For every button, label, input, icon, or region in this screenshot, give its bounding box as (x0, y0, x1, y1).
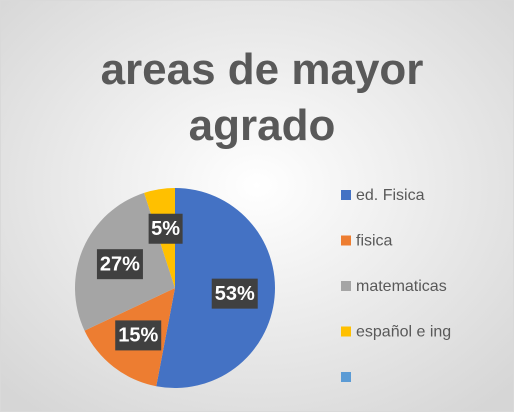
label-box (96, 249, 143, 280)
legend-marker (341, 372, 351, 382)
legend-label: español e ing (356, 324, 451, 341)
value-label: 27% (100, 253, 140, 275)
chart-title: areas de mayor agrado (100, 45, 424, 150)
legend-label: matematicas (356, 278, 447, 295)
legend-marker (341, 235, 351, 246)
label-box (115, 320, 162, 351)
legend-marker (341, 190, 351, 200)
label-box (211, 278, 258, 309)
legend-label: ed. Fisica (356, 187, 425, 204)
legend-marker (341, 281, 351, 291)
legend-marker (341, 326, 351, 337)
value-label: 15% (118, 325, 158, 347)
value-label: 53% (215, 283, 255, 305)
legend-label: fisica (356, 233, 393, 250)
value-label: 5% (151, 218, 180, 240)
label-box (148, 213, 183, 244)
